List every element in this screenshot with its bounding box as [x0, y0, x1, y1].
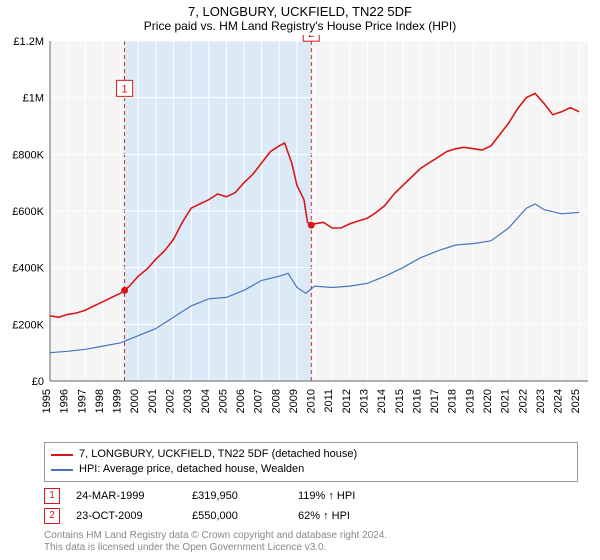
svg-text:£200K: £200K — [12, 319, 44, 331]
svg-text:1998: 1998 — [94, 389, 106, 413]
svg-text:2016: 2016 — [411, 389, 423, 413]
svg-text:1995: 1995 — [41, 389, 53, 413]
legend-label-series-0: 7, LONGBURY, UCKFIELD, TN22 5DF (detache… — [79, 447, 357, 462]
svg-text:£400K: £400K — [12, 263, 44, 275]
svg-text:£800K: £800K — [12, 149, 44, 161]
svg-text:2002: 2002 — [164, 389, 176, 413]
svg-text:£0: £0 — [32, 376, 44, 388]
sale-date-2: 23-OCT-2009 — [76, 506, 176, 526]
svg-text:2017: 2017 — [429, 389, 441, 413]
legend-swatch-series-1 — [51, 469, 73, 471]
price-chart: £0 £200K £400K £600K £800K £1M £1.2M 1995 1996 19… — [0, 35, 600, 435]
svg-text:2011: 2011 — [323, 389, 335, 413]
svg-text:2001: 2001 — [147, 389, 159, 413]
svg-text:2013: 2013 — [359, 389, 371, 413]
svg-text:2: 2 — [308, 35, 314, 40]
sale-price-2: £550,000 — [192, 506, 282, 526]
attribution-line-2: This data is licensed under the Open Gov… — [44, 542, 564, 554]
attribution-line-1: Contains HM Land Registry data © Crown c… — [44, 530, 564, 542]
svg-text:2003: 2003 — [182, 389, 194, 413]
sale-date-1: 24-MAR-1999 — [76, 486, 176, 506]
svg-text:£1M: £1M — [23, 93, 44, 105]
svg-text:2022: 2022 — [517, 389, 529, 413]
svg-text:2000: 2000 — [129, 389, 141, 413]
svg-text:2005: 2005 — [217, 389, 229, 413]
svg-text:2010: 2010 — [306, 389, 318, 413]
svg-text:£1.2M: £1.2M — [13, 36, 44, 48]
svg-text:1999: 1999 — [112, 389, 124, 413]
legend: 7, LONGBURY, UCKFIELD, TN22 5DF (detache… — [44, 442, 578, 482]
svg-text:2024: 2024 — [553, 389, 565, 413]
svg-text:2006: 2006 — [235, 389, 247, 413]
sale-badge-2: 2 — [44, 508, 60, 524]
svg-text:2023: 2023 — [535, 389, 547, 413]
svg-text:2019: 2019 — [464, 389, 476, 413]
svg-text:2025: 2025 — [570, 389, 582, 413]
svg-text:2008: 2008 — [270, 389, 282, 413]
legend-swatch-series-0 — [51, 454, 73, 456]
svg-text:2004: 2004 — [200, 389, 212, 413]
svg-text:2015: 2015 — [394, 389, 406, 413]
svg-text:2009: 2009 — [288, 389, 300, 413]
sale-price-1: £319,950 — [192, 486, 282, 506]
svg-text:2018: 2018 — [447, 389, 459, 413]
svg-text:1997: 1997 — [76, 389, 88, 413]
svg-text:2020: 2020 — [482, 389, 494, 413]
chart-subtitle: Price paid vs. HM Land Registry's House … — [0, 19, 600, 35]
sale-rel-1: 119% ↑ HPI — [298, 486, 408, 506]
svg-text:1: 1 — [122, 83, 128, 95]
svg-text:2021: 2021 — [500, 389, 512, 413]
chart-title: 7, LONGBURY, UCKFIELD, TN22 5DF — [0, 0, 600, 19]
svg-text:2014: 2014 — [376, 389, 388, 413]
legend-label-series-1: HPI: Average price, detached house, Weal… — [79, 462, 304, 477]
svg-text:£600K: £600K — [12, 206, 44, 218]
sale-badge-1: 1 — [44, 488, 60, 504]
sale-rel-2: 62% ↑ HPI — [298, 506, 408, 526]
svg-text:2007: 2007 — [253, 389, 265, 413]
svg-text:2012: 2012 — [341, 389, 353, 413]
attribution-footer: Contains HM Land Registry data © Crown c… — [44, 530, 564, 554]
svg-text:1996: 1996 — [59, 389, 71, 413]
sales-table: 1 24-MAR-1999 £319,950 119% ↑ HPI 2 23-O… — [44, 486, 408, 526]
